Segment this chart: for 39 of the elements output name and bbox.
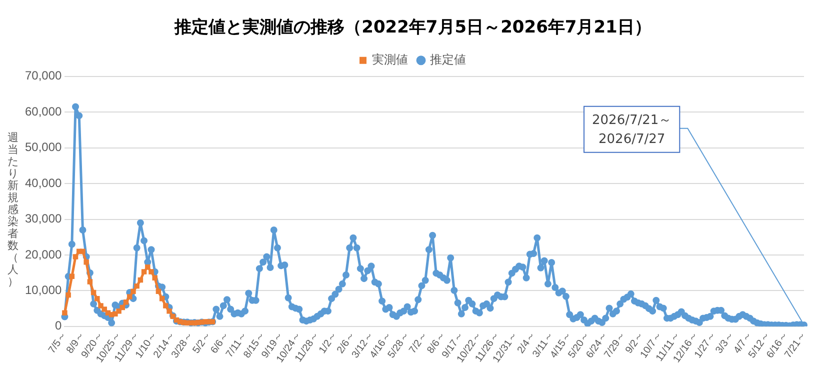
point — [123, 300, 129, 305]
point — [134, 283, 140, 289]
point — [156, 288, 162, 294]
point — [138, 277, 144, 283]
y-tick-label: 40,000 — [25, 176, 62, 190]
point — [94, 296, 100, 302]
y-tick-label: 10,000 — [25, 283, 62, 298]
point — [72, 254, 78, 260]
point — [102, 306, 107, 312]
point — [126, 294, 132, 300]
point — [62, 310, 68, 316]
point — [159, 296, 165, 302]
y-tick-label: 70,000 — [25, 68, 62, 83]
y-tick-label: 50,000 — [25, 140, 62, 154]
point — [66, 292, 71, 298]
point — [152, 275, 158, 280]
point — [141, 269, 147, 274]
legend-label: 実測値 — [372, 52, 408, 67]
point — [163, 303, 168, 308]
point — [80, 248, 86, 254]
legend-label: 推定値 — [430, 52, 466, 67]
point — [120, 304, 126, 310]
point — [87, 279, 93, 284]
text: 週当たり新規感染者数（人） — [8, 131, 18, 288]
annotation: 2026/7/21～ 2026/7/27 — [592, 112, 672, 147]
y-tick-label: 20,000 — [25, 247, 62, 262]
point — [130, 288, 136, 294]
y-tick-label: 30,000 — [25, 212, 62, 226]
point — [116, 308, 122, 314]
point — [90, 290, 96, 296]
point — [148, 269, 154, 274]
point — [145, 264, 150, 270]
y-tick-label: 60,000 — [25, 104, 62, 118]
point — [69, 274, 75, 280]
point — [166, 308, 172, 314]
point — [98, 303, 104, 308]
y-tick-label: 0 — [55, 318, 62, 333]
point — [84, 260, 89, 265]
chart-title: 推定値と実測値の推移（2022年7月5日～2026年7月21日） — [174, 18, 652, 38]
